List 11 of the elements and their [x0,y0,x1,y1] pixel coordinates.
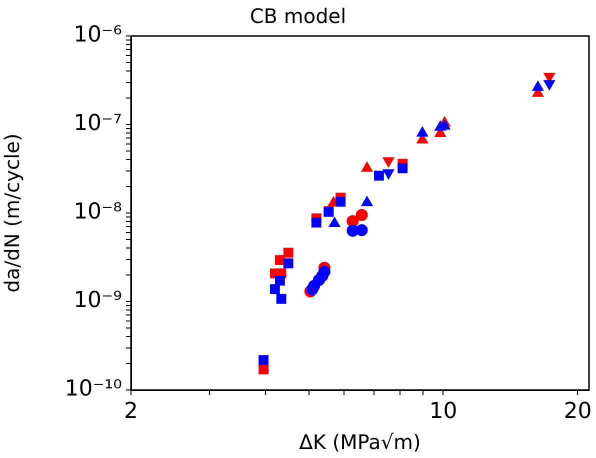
y-axis-title: da/dN (m/cycle) [0,133,24,293]
y-tick-label: 10⁻⁶ [74,22,122,48]
chart-title: CB model [250,4,346,28]
y-tick-label: 10⁻⁹ [74,288,122,314]
x-tick-label: 20 [564,398,592,424]
x-axis-title: ΔK (MPa√m) [299,430,421,454]
x-tick-label: 10 [429,398,458,424]
y-tick-label: 10⁻⁷ [74,111,122,136]
y-tick-label: 10⁻¹⁰ [64,376,122,402]
x-tick-label: 2 [124,398,138,424]
y-tick-label: 10⁻⁸ [74,200,122,225]
